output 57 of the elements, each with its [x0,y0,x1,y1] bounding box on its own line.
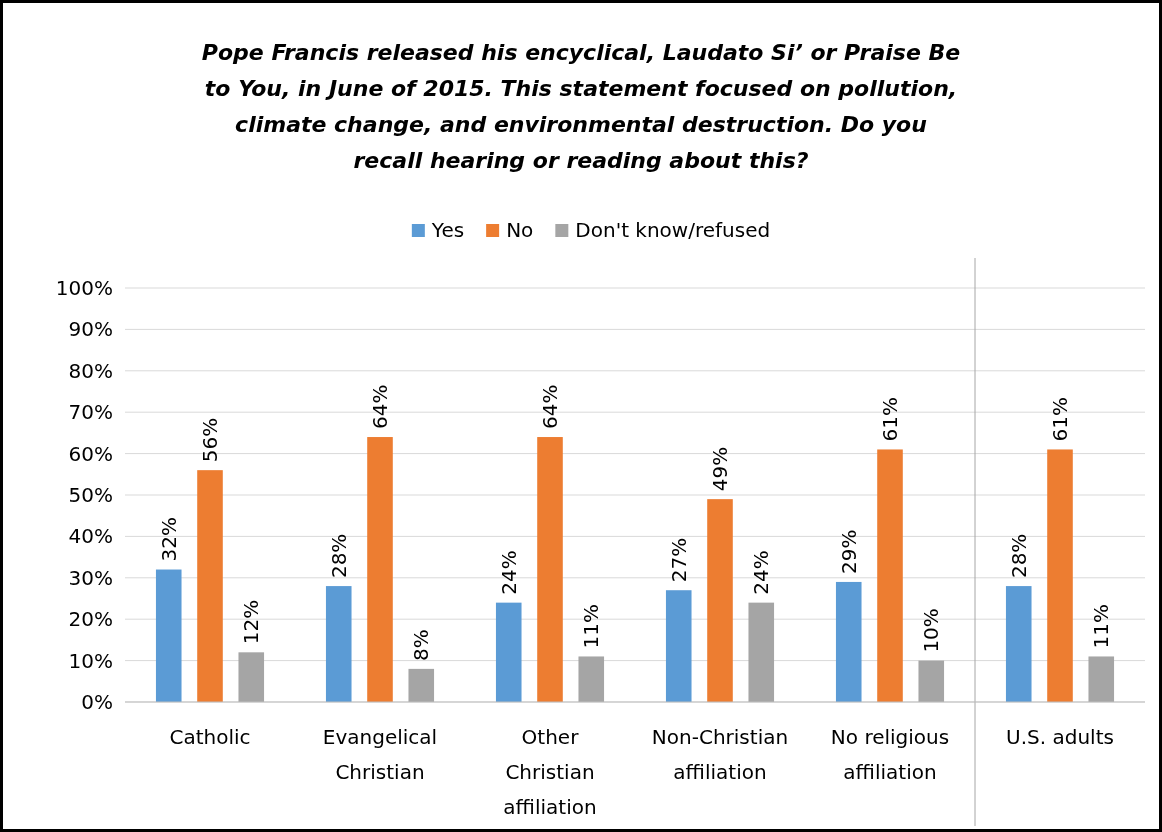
x-tick-label: No religious affiliation [830,725,950,784]
data-label: 61% [1048,397,1072,442]
data-label: 28% [1006,533,1031,579]
data-label: 61% [878,397,902,442]
x-tick-label: Evangelical Christian [322,725,438,784]
y-tick-label: 80% [68,358,113,383]
data-label: 28% [326,533,351,579]
x-tick-label: Catholic [169,725,251,749]
bar [835,581,862,702]
bar [578,656,605,702]
data-label: 8% [409,629,434,661]
data-label: 64% [538,384,562,430]
data-label: 11% [579,604,604,649]
x-tick-label: U.S. adults [1006,725,1114,749]
y-tick-label: 40% [68,524,113,549]
legend-label: No [506,218,534,242]
y-tick-label: 90% [68,317,113,342]
legend-label: Don't know/refused [575,218,771,242]
y-tick-label: 100% [55,275,113,300]
legend-label: Yes [430,218,465,242]
x-tick-label: Other Christian affiliation [503,725,597,819]
y-tick-label: 10% [68,648,113,673]
bar [918,660,945,702]
bar [408,668,435,702]
data-label: 32% [156,517,181,562]
data-label: 49% [708,446,732,492]
data-label: 11% [1089,604,1114,649]
data-label: 27% [666,537,691,583]
bar [748,602,775,702]
data-label: 12% [239,599,264,645]
y-tick-label: 30% [68,565,113,590]
bar [877,449,903,702]
bar [665,590,692,702]
bar [197,470,223,702]
chart-title: Pope Francis released his encyclical, Laudato Si’ or Praise Be to You, in June of 2015. This statement focused on pollution, climate change, and environmental destruction. Do you recall hearing or reading about this? [201,40,961,173]
y-tick-label: 50% [68,482,113,507]
data-label: 10% [919,608,944,653]
bar [155,569,182,702]
y-tick-label: 60% [68,441,113,466]
bar [238,652,265,702]
bar [1047,449,1073,702]
bar [537,437,563,702]
bar [1088,656,1115,702]
data-label: 56% [198,417,222,463]
y-tick-label: 70% [68,400,113,425]
y-tick-label: 20% [68,607,113,632]
bar [495,602,522,702]
data-label: 24% [496,550,521,595]
x-tick-label: Non-Christian affiliation [651,725,789,784]
data-label: 64% [368,384,392,430]
y-tick-label: 0% [81,689,113,714]
bar [707,499,733,702]
bar [1005,586,1032,702]
bar [325,586,352,702]
data-label: 29% [836,529,861,574]
bar [367,437,393,702]
data-label: 24% [749,550,774,595]
